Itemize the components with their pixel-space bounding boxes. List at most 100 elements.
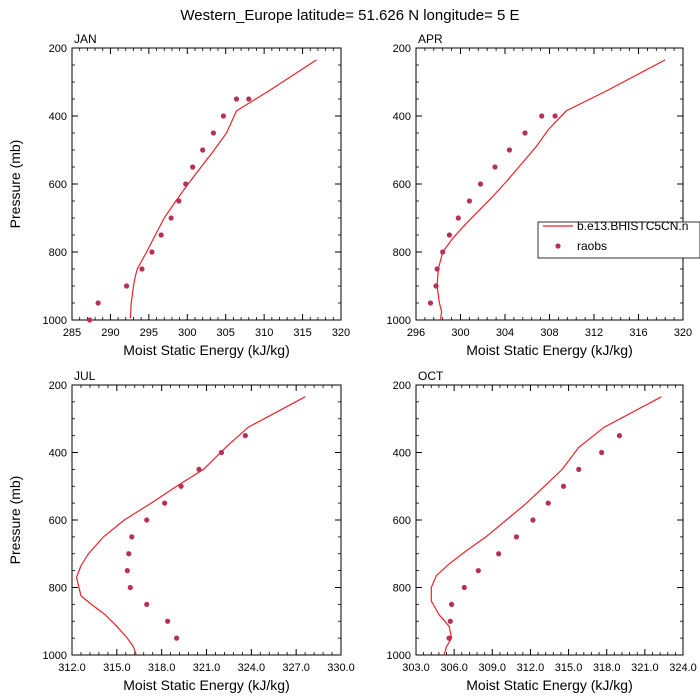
x-tick-label: 296 [407,327,425,339]
data-point-raobs [461,584,467,591]
x-tick-label: 300 [178,327,196,339]
x-tick-label: 315.0 [555,662,583,674]
x-axis-label: Moist Static Energy (kJ/kg) [123,677,290,693]
data-point-raobs [178,483,184,489]
data-point-raobs [139,266,145,272]
data-point-raobs [433,283,439,289]
figure-title: Western_Europe latitude= 51.626 N longit… [180,7,519,24]
data-point-raobs [492,164,498,170]
x-axis-label: Moist Static Energy (kJ/kg) [466,677,633,693]
data-point-raobs [183,181,189,187]
y-tick-label: 200 [393,380,411,392]
data-point-raobs [124,568,130,574]
data-point-raobs [95,300,101,306]
data-point-raobs [446,635,452,641]
y-tick-label: 200 [393,43,411,55]
y-tick-label: 600 [393,515,411,527]
data-point-raobs [545,500,551,506]
x-tick-label: 309.0 [479,662,507,674]
panel-title: OCT [418,369,444,383]
data-point-raobs [210,130,217,136]
y-tick-label: 200 [49,43,67,55]
data-point-raobs [599,449,605,456]
data-point-raobs [168,215,174,221]
y-axis-label: Pressure (mb) [7,140,23,229]
y-tick-label: 600 [49,515,67,527]
data-point-raobs [144,601,150,607]
x-axis-label: Moist Static Energy (kJ/kg) [466,342,633,358]
y-tick-label: 400 [49,111,67,123]
y-tick-label: 400 [49,448,67,460]
x-tick-label: 303.0 [402,662,430,674]
y-axis-label: Pressure (mb) [7,476,23,565]
x-tick-label: 312.0 [517,662,545,674]
x-tick-label: 300 [451,327,469,339]
x-tick-label: 327.0 [282,662,310,674]
y-tick-label: 800 [49,247,67,259]
data-point-raobs [242,433,248,439]
panel-apr: 296 300 304 308 312 316 320 200 400 600 800 1000 APR… [387,32,693,358]
data-point-raobs [539,113,545,119]
x-tick-label: 316 [629,327,647,339]
legend-obs-marker [555,243,561,249]
x-tick-label: 315 [293,327,311,339]
y-tick-label: 600 [393,179,411,191]
data-point-raobs [506,147,513,153]
data-point-raobs [552,113,558,119]
x-tick-label: 321.0 [631,662,659,674]
data-point-raobs [126,551,132,557]
data-point-raobs [123,283,130,289]
legend-model-label: b.e13.BHISTC5CN.n [577,219,688,233]
x-tick-label: 320 [332,327,350,339]
data-point-raobs [446,232,452,238]
y-tick-label: 800 [393,247,411,259]
x-axis-label: Moist Static Energy (kJ/kg) [123,342,290,358]
data-point-raobs [246,96,252,102]
data-point-raobs [190,164,196,170]
x-tick-label: 304 [496,327,514,339]
series-line-model [430,396,662,656]
y-tick-label: 1000 [387,650,411,662]
data-point-raobs [196,466,202,472]
x-tick-label: 306.0 [440,662,468,674]
data-point-raobs [522,130,528,136]
x-tick-label: 318.0 [148,662,176,674]
data-point-raobs [477,181,484,187]
y-tick-label: 400 [393,448,411,460]
x-tick-label: 295 [140,327,158,339]
panel-oct: 303.0 306.0 309.0 312.0 315.0 318.0 321.0 324.0… [387,369,697,693]
panels: 285 290 295 300 305 310 315 320 200 400 600 800 1000… [7,32,697,693]
panel-jul: 312.0 315.0 318.0 321.0 324.0 327.0 330.0 200 40… [7,369,355,693]
data-point-raobs [144,517,150,523]
panel-title: APR [418,32,443,46]
x-tick-label: 320 [674,327,692,339]
legend: b.e13.BHISTC5CN.n raobs [537,219,700,259]
data-point-raobs [165,618,171,624]
data-point-raobs [449,601,455,607]
data-point-raobs [158,232,164,238]
data-point-raobs [149,249,155,255]
x-tick-label: 290 [101,327,119,339]
x-tick-label: 312 [585,327,603,339]
x-tick-label: 315.0 [103,662,131,674]
data-point-raobs [87,317,93,323]
data-point-raobs [233,96,240,102]
x-tick-label: 285 [63,327,81,339]
series-line-model [75,396,306,656]
x-tick-label: 312.0 [58,662,86,674]
y-tick-label: 600 [49,179,67,191]
data-point-raobs [434,266,440,272]
data-point-raobs [447,618,453,624]
x-tick-label: 308 [540,327,558,339]
data-point-raobs [616,433,623,439]
data-point-raobs [530,517,536,523]
y-tick-label: 200 [49,380,67,392]
x-tick-label: 324.0 [238,662,266,674]
data-point-raobs [427,300,434,306]
x-tick-label: 321.0 [193,662,221,674]
legend-frame [537,221,700,259]
data-point-raobs [455,215,461,221]
series-line-model [129,59,317,319]
